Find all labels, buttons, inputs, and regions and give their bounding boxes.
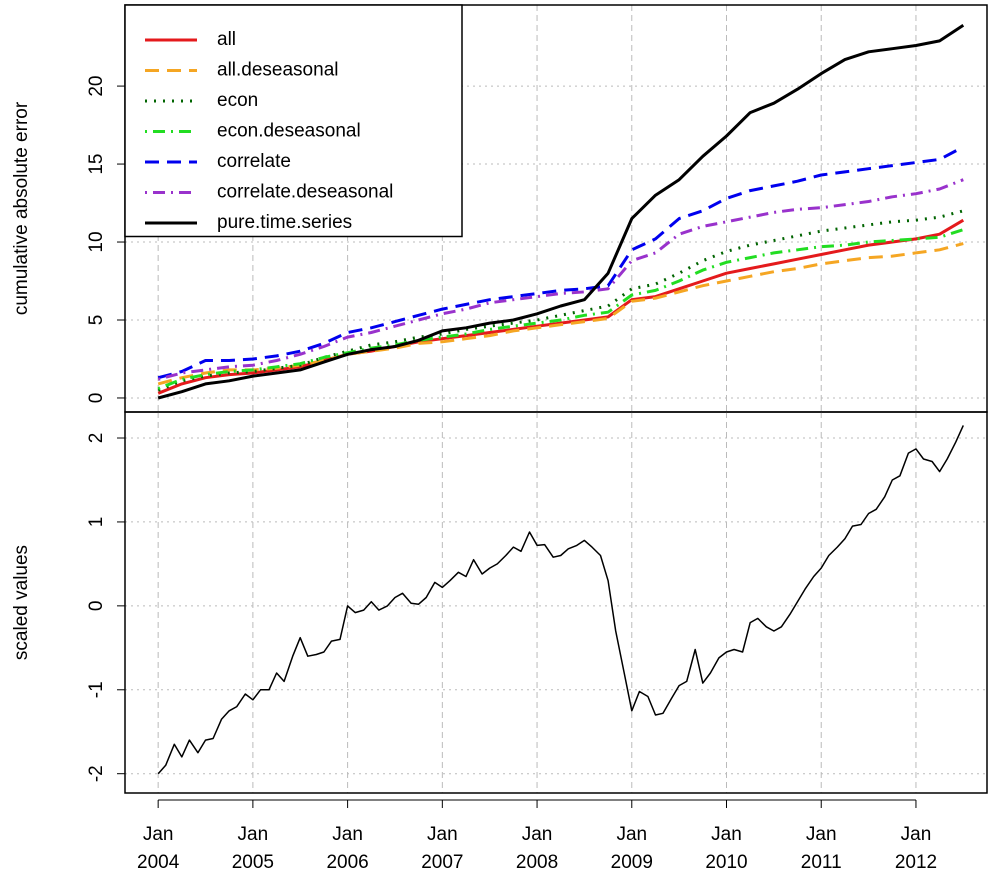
x-tick-label: Jan bbox=[427, 824, 458, 845]
y-tick-label: 20 bbox=[86, 76, 107, 97]
x-tick-label: 2010 bbox=[705, 852, 747, 873]
series-line bbox=[157, 425, 964, 775]
legend-label: pure.time.series bbox=[217, 212, 352, 233]
x-tick-label: Jan bbox=[522, 824, 553, 845]
x-tick-label: Jan bbox=[711, 824, 742, 845]
series-line bbox=[157, 24, 965, 400]
legend-label: correlate bbox=[217, 151, 291, 172]
y-axis-label: scaled values bbox=[11, 545, 32, 660]
x-tick-label: 2011 bbox=[801, 852, 842, 873]
x-tick-label: Jan bbox=[143, 824, 174, 845]
y-tick-label: 2 bbox=[86, 433, 107, 444]
x-tick-label: Jan bbox=[901, 824, 932, 845]
x-tick-label: 2004 bbox=[137, 852, 180, 873]
y-tick-label: 0 bbox=[86, 393, 107, 404]
plot-frame bbox=[124, 411, 988, 794]
x-tick-label: 2009 bbox=[611, 852, 653, 873]
x-tick-label: 2005 bbox=[232, 852, 274, 873]
legend-box bbox=[124, 4, 463, 238]
legend-label: econ.deseasonal bbox=[217, 121, 361, 142]
y-tick-label: -1 bbox=[86, 681, 107, 698]
legend-label: econ bbox=[217, 90, 258, 111]
x-tick-label: 2008 bbox=[516, 852, 558, 873]
series-line bbox=[157, 228, 964, 390]
x-tick-label: Jan bbox=[332, 824, 363, 845]
series-line bbox=[157, 209, 964, 392]
x-tick-label: 2007 bbox=[421, 852, 463, 873]
y-tick-label: 10 bbox=[86, 231, 107, 252]
legend-label: all bbox=[217, 29, 236, 50]
x-tick-label: 2012 bbox=[895, 852, 937, 873]
series-line bbox=[157, 242, 964, 386]
y-tick-label: 5 bbox=[86, 315, 107, 326]
y-tick-label: 1 bbox=[86, 517, 107, 528]
y-tick-label: 0 bbox=[86, 601, 107, 612]
series-line bbox=[157, 218, 965, 395]
x-tick-label: Jan bbox=[616, 824, 647, 845]
legend-label: correlate.deseasonal bbox=[217, 182, 393, 203]
y-tick-label: -2 bbox=[86, 765, 107, 782]
series-line bbox=[157, 145, 964, 380]
legend-label: all.deseasonal bbox=[217, 60, 338, 81]
x-tick-label: 2006 bbox=[326, 852, 368, 873]
x-tick-label: Jan bbox=[806, 824, 837, 845]
y-axis-label: cumulative absolute error bbox=[11, 101, 32, 315]
y-tick-label: 15 bbox=[86, 153, 107, 174]
x-tick-label: Jan bbox=[238, 824, 269, 845]
